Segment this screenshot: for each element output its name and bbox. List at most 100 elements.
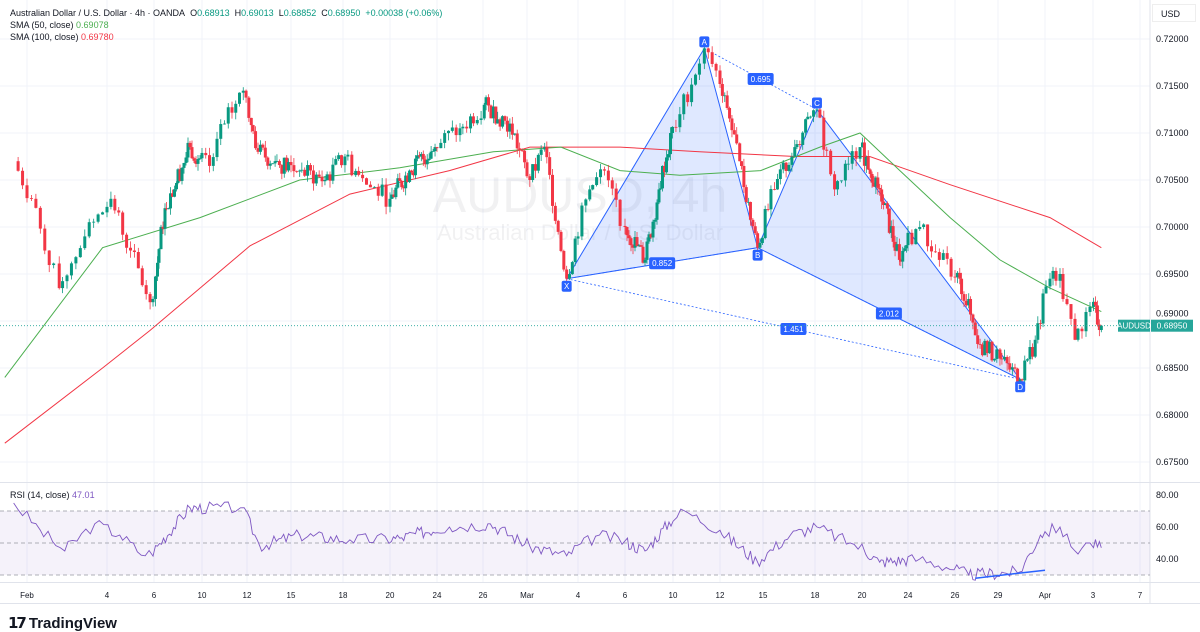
candle-body <box>1016 368 1020 386</box>
candle-body <box>92 221 96 223</box>
candle-body <box>815 109 819 111</box>
pattern-point-label: B <box>755 251 760 260</box>
candle-body <box>1028 347 1032 360</box>
candle-body <box>1099 325 1103 331</box>
candle-body <box>551 174 554 206</box>
symbol-tag-label: AUDUSD <box>1117 322 1151 331</box>
candle-body <box>513 133 517 135</box>
rsi-legend[interactable]: RSI (14, close) 47.01 <box>10 489 95 501</box>
candle-body <box>165 208 168 210</box>
candle-body <box>818 109 822 118</box>
candle-body <box>121 212 125 235</box>
ratio-badge <box>875 307 902 320</box>
candle-body <box>639 245 643 247</box>
candle-body <box>510 123 514 135</box>
sma50-legend[interactable]: SMA (50, close) 0.69078 <box>10 19 442 31</box>
candle-body <box>136 252 140 269</box>
candle-body <box>505 120 509 132</box>
candle-body <box>960 278 964 295</box>
candle-body <box>893 241 897 251</box>
candle-body <box>756 233 760 248</box>
candle-body <box>958 272 962 279</box>
time-tick-label: 18 <box>339 591 348 600</box>
candle-body <box>864 156 868 166</box>
candle-body <box>955 272 959 278</box>
candle-body <box>47 250 51 266</box>
candle-body <box>1048 278 1052 287</box>
price-chart[interactable]: 0.72000 0.71500 0.71000 0.70500 0.70000 0.695… <box>0 0 1200 610</box>
candle-body <box>631 245 635 248</box>
last-price-label: 0.68950 <box>1157 321 1188 331</box>
candle-body <box>384 184 388 207</box>
candle-body <box>169 193 172 209</box>
candle-body <box>421 153 425 160</box>
candle-body <box>914 229 918 245</box>
candle-body <box>766 209 770 210</box>
candle-body <box>663 165 666 173</box>
rsi-divergence-line <box>975 569 1046 579</box>
candle-body <box>1095 305 1099 325</box>
low-value: 0.68852 <box>283 8 317 18</box>
candle-body <box>328 174 332 181</box>
candle-body <box>277 161 281 166</box>
candle-body <box>1088 306 1092 312</box>
candle-body <box>285 157 289 171</box>
candle-body <box>899 259 903 262</box>
candle-body <box>562 250 566 270</box>
price-tick-label: 0.69000 <box>1156 309 1189 319</box>
candle-body <box>413 158 417 176</box>
pattern-point-label: X <box>564 282 570 291</box>
candle-body <box>962 294 966 301</box>
candle-body <box>1036 323 1040 340</box>
open-label: O <box>190 8 198 18</box>
candle-body <box>730 118 734 131</box>
candle-body <box>822 117 826 150</box>
candle-body <box>665 157 668 173</box>
candle-body <box>667 154 670 158</box>
chart-legend: Australian Dollar / U.S. Dollar · 4h · O… <box>10 7 442 43</box>
candle-body <box>230 107 234 113</box>
price-tick-label: 0.69500 <box>1156 269 1189 279</box>
ratio-badge <box>747 72 774 85</box>
ratio-badge <box>649 257 676 270</box>
candle-body <box>769 189 773 210</box>
time-tick-label: Apr <box>1039 591 1052 600</box>
candle-body <box>599 169 603 178</box>
currency-label[interactable]: USD <box>1152 4 1196 22</box>
candle-body <box>402 187 406 189</box>
candle-body <box>895 244 899 251</box>
candle-body <box>454 127 458 136</box>
candle-body <box>482 104 486 119</box>
time-tick-label: 6 <box>152 591 157 600</box>
candle-body <box>465 126 469 129</box>
candle-body <box>439 142 443 149</box>
candle-body <box>34 198 38 208</box>
candle-body <box>874 177 878 187</box>
candle-body <box>298 170 302 172</box>
time-tick-label: 4 <box>576 591 581 600</box>
time-tick-label: 26 <box>479 591 488 600</box>
candle-body <box>163 208 167 229</box>
candle-body <box>661 165 664 189</box>
candle-body <box>173 189 176 197</box>
pattern-point-c <box>811 97 822 109</box>
candle-body <box>809 116 813 118</box>
candle-body <box>926 224 930 247</box>
candle-body <box>498 119 502 127</box>
candle-body <box>833 174 837 190</box>
price-tick-label: 0.67500 <box>1156 457 1189 467</box>
rsi-tick-label: 60.00 <box>1156 522 1179 532</box>
time-tick-label: 12 <box>716 591 725 600</box>
candle-body <box>314 174 318 184</box>
candle-body <box>258 144 262 152</box>
candle-body <box>357 170 361 175</box>
candle-body <box>1097 324 1101 331</box>
ratio-label: 1.451 <box>783 325 804 334</box>
sma100-legend[interactable]: SMA (100, close) 0.69780 <box>10 31 442 43</box>
candle-body <box>211 157 215 166</box>
pattern-point-d <box>1015 381 1026 393</box>
candle-body <box>669 133 672 155</box>
candle-body <box>198 158 202 160</box>
candle-body <box>806 116 810 120</box>
candle-body <box>591 185 595 190</box>
